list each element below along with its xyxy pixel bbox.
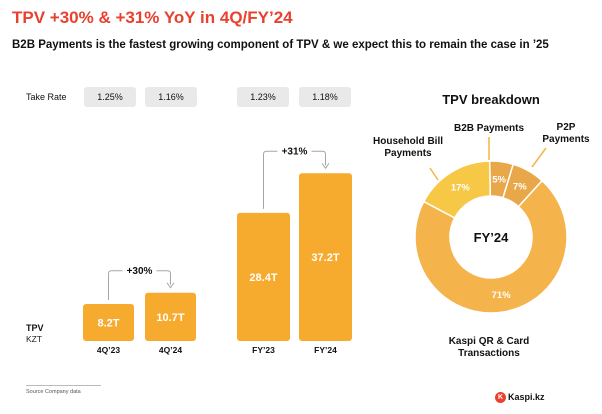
donut-value-b2b: 5% [492,175,506,186]
donut-label-household-2: Payments [384,148,432,159]
donut-label-household-1: Household Bill [373,136,443,147]
donut-value-kaspi-qr: 71% [492,290,512,301]
donut-label-kaspi-qr-1: Kaspi QR & Card [449,336,530,347]
donut-value-household: 17% [451,183,471,194]
source-note: Source Company data [26,389,81,395]
take-rate-label: Take Rate [26,92,67,102]
leader-line-p2p [531,147,547,168]
donut-label-kaspi-qr-2: Transactions [458,348,520,359]
donut-label-b2b-1: B2B Payments [454,123,524,134]
donut-label-p2p-1: P2P [557,122,576,133]
growth-arrowhead-1 [321,162,330,170]
take-rate-fy23: 1.23% [237,87,289,107]
bar-category-4q23: 4Q’23 [97,345,120,355]
currency-label: KZT [26,334,43,344]
donut-label-p2p-2: Payments [542,134,590,145]
bar-category-4q24: 4Q’24 [159,345,182,355]
bar-value-4q24: 10.7T [156,312,184,324]
donut-value-p2p: 7% [513,182,527,193]
tpv-axis-label: TPV [26,323,44,333]
brand-name: Kaspi.kz [508,392,545,402]
donut-hole [451,197,531,277]
bar-value-4q23: 8.2T [97,318,119,330]
bar-value-fy23: 28.4T [249,272,277,284]
growth-label-1: +31% [282,147,308,158]
take-rate-fy24: 1.18% [299,87,351,107]
growth-arrowhead-0 [166,282,175,289]
bar-value-fy24: 37.2T [311,252,339,264]
bar-4q23 [83,304,134,341]
take-rate-4q24: 1.16% [145,87,197,107]
kaspi-logo-icon: K [495,392,506,403]
bar-fy23 [237,212,290,341]
take-rate-4q23: 1.25% [84,87,136,107]
page-subtitle: B2B Payments is the fastest growing comp… [12,39,549,51]
donut-title: TPV breakdown [442,92,540,107]
donut-slice-kaspi-qr [414,179,568,314]
growth-label-bg-1 [277,144,312,158]
growth-label-bg-0 [122,263,157,277]
leader-line-household [429,167,439,181]
donut-center-label: FY’24 [474,230,509,245]
bar-fy24 [299,173,352,341]
donut-slice-household [422,160,492,219]
bar-category-fy23: FY’23 [252,345,275,355]
bar-category-fy24: FY’24 [314,345,337,355]
growth-label-0: +30% [127,266,153,277]
source-divider [26,385,101,386]
page-title: TPV +30% & +31% YoY in 4Q/FY’24 [12,8,293,27]
bar-4q24 [145,292,196,341]
